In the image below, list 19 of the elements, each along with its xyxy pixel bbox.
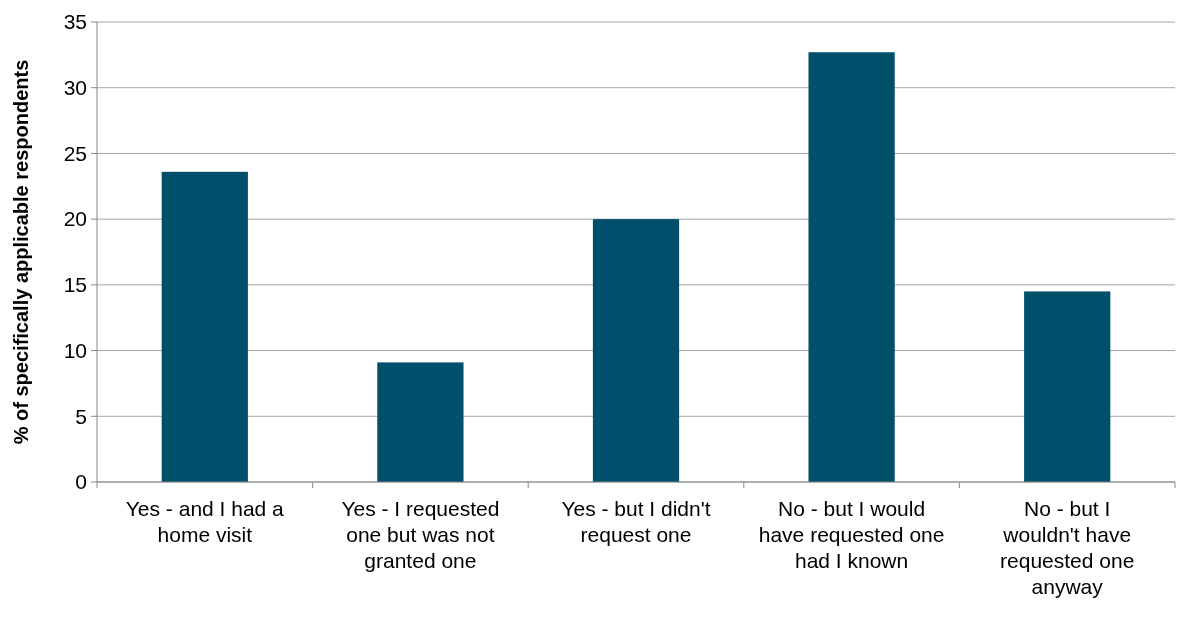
x-tick-label: Yes - but I didn't request one <box>561 497 711 546</box>
y-tick-label: 0 <box>75 470 87 494</box>
bar <box>161 171 248 482</box>
x-tick-label: No - but I wouldn't have requested one anyway <box>1000 497 1135 598</box>
y-tick-label: 25 <box>63 141 87 165</box>
bar <box>1024 291 1111 482</box>
bar <box>808 52 895 482</box>
y-tick-label: 15 <box>63 273 87 297</box>
x-tick-label: Yes - I requested one but was not granted one <box>341 497 500 572</box>
x-tick-label: Yes - and I had a home visit <box>125 497 285 546</box>
bar <box>592 219 680 482</box>
bar <box>377 362 464 482</box>
y-axis-title: % of specifically applicable respondents <box>10 59 32 445</box>
y-tick-label: 20 <box>63 207 87 231</box>
y-tick-label: 30 <box>63 76 87 100</box>
y-tick-label: 5 <box>75 404 87 428</box>
x-tick-label: No - but I would have requested one had I known <box>758 497 945 572</box>
y-tick-label: 35 <box>63 10 87 34</box>
y-tick-label: 10 <box>63 338 87 362</box>
